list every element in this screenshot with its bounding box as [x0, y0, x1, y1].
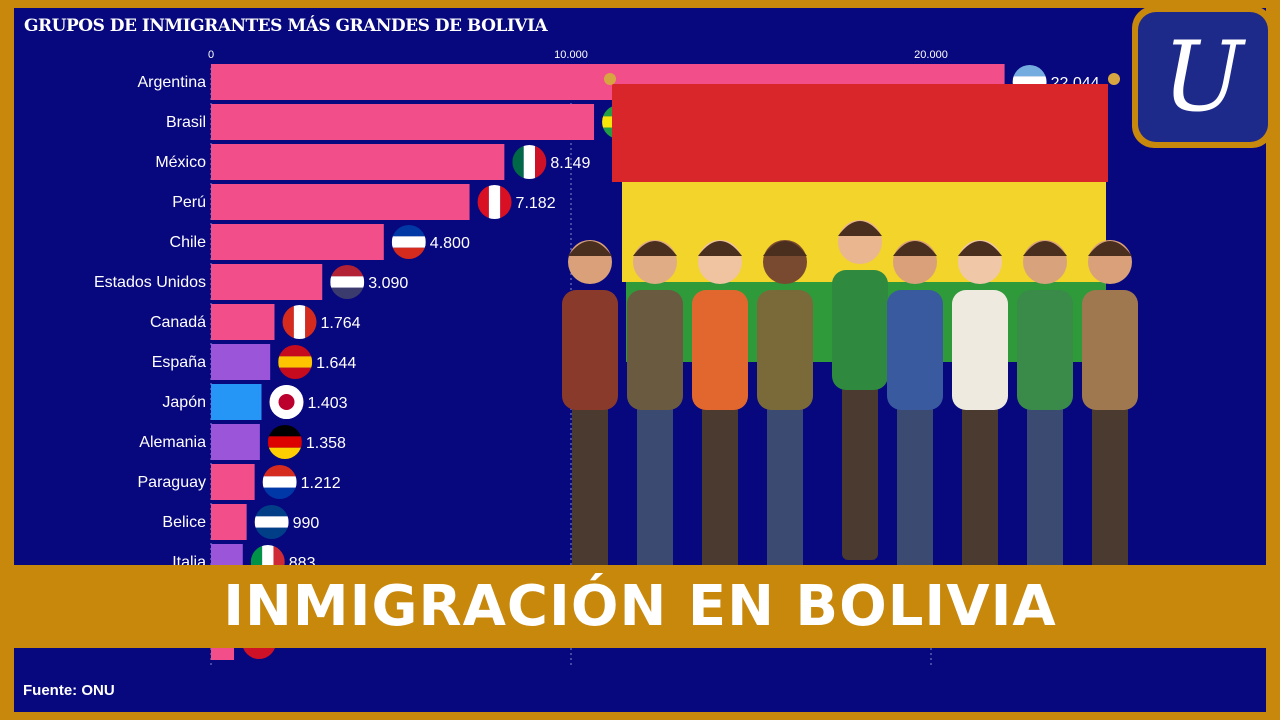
category-label: Argentina: [138, 74, 207, 91]
bolivia-flag-people-illustration: [562, 73, 1138, 570]
value-label: 1.212: [301, 475, 341, 492]
italy-flag: [250, 545, 285, 579]
person-figure: [692, 240, 748, 570]
value-label: 990: [293, 515, 320, 532]
person-figure: [757, 240, 813, 570]
person-figure: [1082, 240, 1138, 570]
value-label: 1.764: [321, 315, 361, 332]
bar: [211, 184, 470, 220]
category-label: Estados Unidos: [94, 274, 206, 291]
category-label: Paraguay: [138, 474, 207, 491]
title-banner: INMIGRACIÓN EN BOLIVIA: [0, 565, 1280, 648]
category-label: Alemania: [139, 434, 206, 451]
value-label: 1.403: [308, 395, 348, 412]
category-label: España: [152, 354, 206, 371]
x-tick-label: 0: [208, 49, 214, 61]
chile-flag: [391, 225, 426, 259]
value-label: 1.644: [316, 355, 356, 372]
channel-logo: U: [1132, 6, 1274, 148]
bar: [211, 104, 595, 140]
person-figure: [562, 240, 618, 570]
person-figure: [887, 240, 943, 570]
bar: [211, 144, 505, 180]
bar: [211, 424, 260, 460]
category-label: Brasil: [166, 114, 206, 131]
value-label: 3.090: [368, 275, 408, 292]
category-label: Belice: [162, 514, 206, 531]
category-label: Canadá: [150, 314, 206, 331]
category-label: Chile: [170, 234, 207, 251]
bar: [211, 504, 247, 540]
logo-letter: U: [1138, 12, 1268, 142]
canada-flag: [282, 305, 317, 339]
bar: [211, 264, 323, 300]
category-label: México: [155, 154, 206, 171]
value-label: 1.358: [306, 435, 346, 452]
peru-flag: [477, 185, 512, 219]
category-label: Japón: [162, 394, 206, 411]
bar: [211, 344, 271, 380]
usa-flag: [330, 265, 365, 299]
people-group: [562, 220, 1138, 570]
spain-flag: [278, 345, 313, 379]
x-tick-label: 10.000: [554, 49, 588, 61]
value-label: 8.149: [550, 155, 590, 172]
person-figure: [952, 240, 1008, 570]
value-label: 4.800: [430, 235, 470, 252]
category-label: Perú: [172, 194, 206, 211]
bar: [211, 224, 384, 260]
person-figure: [832, 220, 888, 560]
belize-flag: [254, 505, 289, 539]
value-label: 7.182: [516, 195, 556, 212]
banner-text: INMIGRACIÓN EN BOLIVIA: [223, 574, 1057, 639]
germany-flag: [267, 425, 302, 459]
person-figure: [1017, 240, 1073, 570]
bar: [211, 464, 255, 500]
japan-flag: [269, 385, 304, 419]
paraguay-flag: [262, 465, 297, 499]
chart-title: GRUPOS DE INMIGRANTES MÁS GRANDES DE BOL…: [24, 16, 548, 36]
source-label: Fuente: ONU: [23, 682, 115, 699]
person-figure: [627, 240, 683, 570]
bar: [211, 304, 275, 340]
x-tick-label: 20.000: [914, 49, 948, 61]
bar: [211, 384, 262, 420]
mexico-flag: [512, 145, 547, 179]
